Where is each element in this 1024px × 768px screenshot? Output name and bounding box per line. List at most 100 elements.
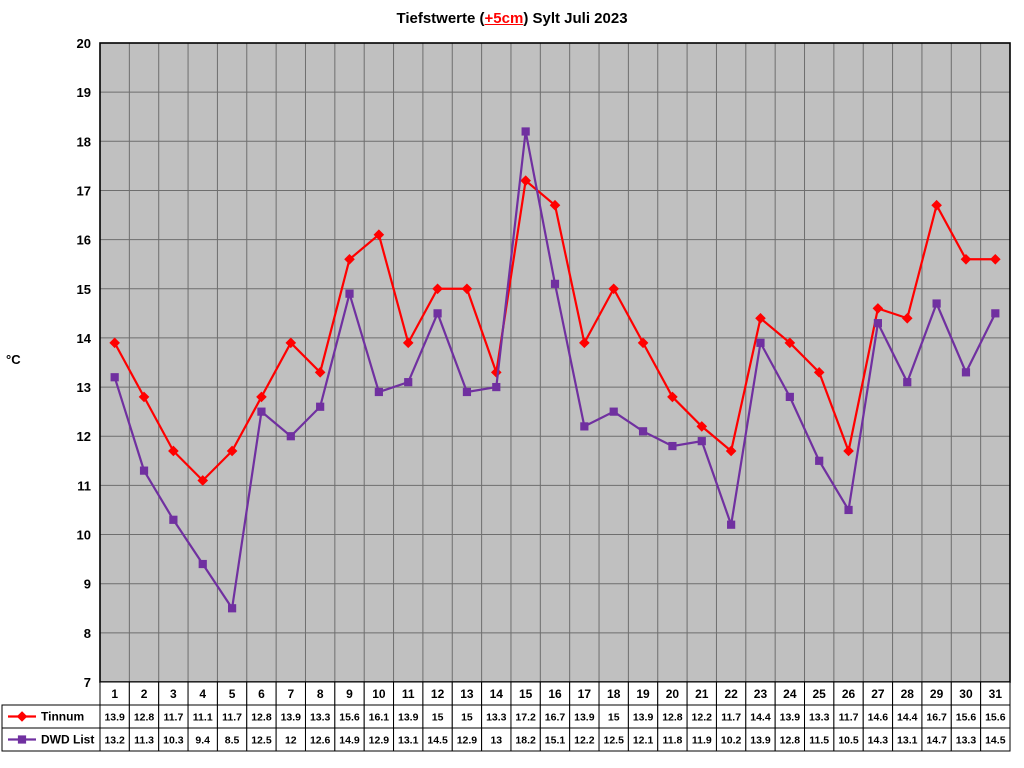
dwd-list-value: 13 [490,735,502,747]
y-tick-label: 16 [77,233,91,248]
dwd-list-value: 12.5 [603,735,624,747]
tinnum-value: 11.7 [163,712,183,724]
tinnum-value: 15 [432,712,444,724]
series-dwd-list-marker [492,382,501,392]
tinnum-value: 15.6 [985,712,1006,724]
series-tinnum-marker [520,175,531,186]
series-dwd-list-marker [697,437,706,446]
y-tick-label: 13 [77,380,91,395]
y-axis-unit-label: °C [6,352,21,367]
series-dwd-list-marker [844,505,853,515]
legend-dwd-list-marker [17,735,27,744]
tinnum-value: 15 [608,712,620,724]
day-number-label: 23 [754,687,768,701]
series-tinnum-marker [901,312,913,324]
dwd-list-value: 15.1 [545,735,566,747]
tinnum-value: 13.3 [809,712,830,724]
series-tinnum-marker [872,303,884,314]
series-tinnum-marker [696,421,708,432]
series-tinnum-marker [990,253,1001,265]
day-number-label: 24 [783,687,797,701]
dwd-list-value: 12.9 [457,735,478,747]
tinnum-value: 16.7 [926,712,947,724]
series-dwd-list-marker [932,299,941,308]
series-dwd-list-marker [433,309,442,318]
series-tinnum-marker [314,367,326,378]
y-tick-label: 10 [77,528,91,543]
series-tinnum-marker [549,199,561,211]
y-tick-label: 14 [77,331,92,346]
series-dwd-list-marker [286,432,295,441]
plot-area [100,43,1010,682]
series-tinnum-marker [197,475,209,486]
series-dwd-list-marker [609,407,618,416]
dwd-list-value: 14.9 [339,735,360,747]
tinnum-value: 12.2 [692,712,713,724]
series-dwd-list-marker [785,392,794,402]
series-dwd-list-marker [139,466,149,475]
tinnum-value: 13.9 [633,712,654,724]
tinnum-value: 15.6 [339,712,360,724]
tinnum-value: 13.9 [104,712,125,724]
tinnum-value: 13.9 [398,712,419,724]
chart-title-highlight: +5cm [484,10,524,27]
series-tinnum-marker [490,367,502,378]
dwd-list-value: 18.2 [515,735,536,747]
series-dwd-list-marker [404,378,413,387]
series-tinnum-marker [373,229,385,241]
day-number-label: 8 [317,687,324,701]
day-number-label: 17 [578,687,592,701]
series-dwd-list-marker [257,407,266,416]
y-tick-label: 11 [77,478,91,493]
series-tinnum-marker [813,367,825,378]
y-tick-label: 20 [77,36,91,51]
day-number-label: 20 [666,687,680,701]
series-dwd-list-marker [668,441,677,451]
series-tinnum-marker [226,445,238,457]
dwd-list-value: 10.2 [721,735,742,747]
dwd-list-value: 14.5 [427,735,448,747]
series-tinnum-marker [168,445,179,457]
y-tick-label: 7 [84,675,91,690]
dwd-list-value: 12.6 [310,735,331,747]
series-dwd-list-marker [198,559,207,569]
series-dwd-list-marker [903,378,912,387]
tinnum-value: 17.2 [515,712,536,724]
series-tinnum-marker [402,337,414,349]
tinnum-value: 14.4 [750,712,771,724]
y-tick-label: 12 [77,429,91,444]
day-number-label: 10 [372,687,386,701]
tinnum-value: 13.9 [574,712,595,724]
tinnum-value: 15 [461,712,473,724]
series-tinnum-marker [960,253,972,265]
day-number-label: 27 [871,687,885,701]
dwd-list-value: 13.9 [750,735,771,747]
tinnum-value: 15.6 [956,712,977,724]
day-number-label: 22 [724,687,738,701]
tinnum-value: 12.8 [251,712,272,724]
y-tick-label: 15 [77,282,91,297]
day-number-label: 9 [346,687,353,701]
tinnum-value: 13.9 [281,712,302,724]
series-dwd-list-marker [727,520,736,529]
day-number-label: 16 [548,687,562,701]
series-tinnum-marker [725,445,737,457]
series-dwd-list-marker [815,456,824,465]
legend-cell-dwd-list [1,727,101,752]
day-number-label: 21 [695,687,709,701]
tinnum-value: 12.8 [134,712,155,724]
dwd-list-value: 14.7 [926,735,947,747]
series-tinnum-marker [784,337,796,349]
legend-dwd-list-label: DWD List [41,733,94,747]
series-tinnum-marker [843,445,854,457]
dwd-list-value: 10.5 [838,735,859,747]
series-dwd-list-marker [316,402,325,411]
series-tinnum-marker [432,283,443,295]
tinnum-value: 11.7 [839,712,859,724]
tinnum-value: 16.1 [369,712,390,724]
series-tinnum-marker [608,283,620,295]
day-number-label: 7 [287,687,294,701]
dwd-list-value: 11.8 [662,735,682,747]
